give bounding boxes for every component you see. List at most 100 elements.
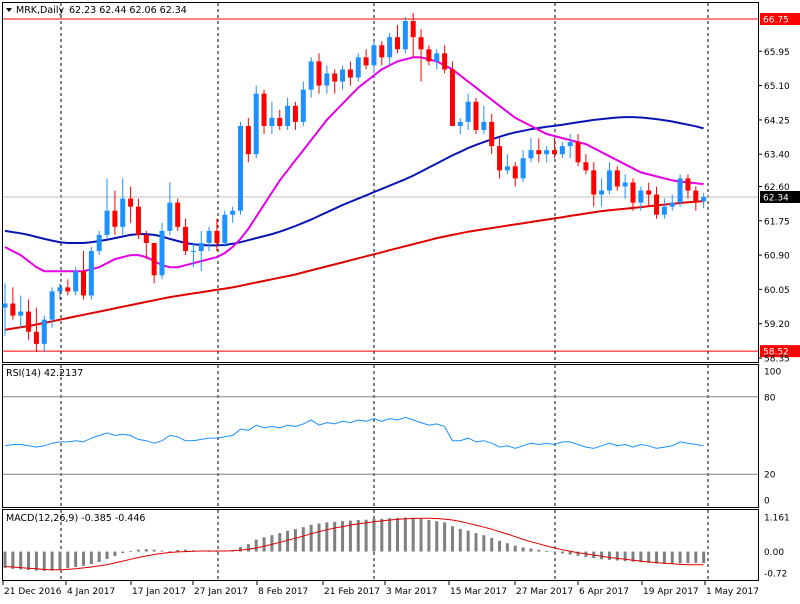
candle-body-9 [73, 271, 79, 292]
candle-body-44 [347, 69, 353, 78]
macd-bar-59 [466, 530, 470, 552]
macd-bar-14 [113, 551, 117, 557]
macd-bar-78 [615, 551, 619, 561]
candle-body-87 [685, 178, 691, 191]
macd-bar-36 [286, 530, 290, 552]
macd-bar-85 [670, 551, 674, 565]
macd-bar-82 [647, 551, 651, 563]
macd-bar-42 [333, 521, 337, 552]
candle-body-40 [316, 61, 322, 86]
macd-bar-77 [607, 551, 611, 560]
ma-slow-line [4, 200, 704, 331]
symbol-menu[interactable]: MRK,Daily [6, 5, 64, 16]
candle-body-55 [434, 53, 440, 62]
macd-bar-56 [443, 522, 447, 552]
candle-body-17 [135, 206, 141, 235]
macd-bar-15 [121, 551, 125, 554]
time-tick-label-2: 17 Jan 2017 [132, 587, 186, 597]
candle-body-74 [583, 162, 589, 171]
macd-bar-13 [105, 551, 109, 560]
candle-body-56 [442, 53, 448, 70]
macd-bar-81 [639, 551, 643, 563]
candle-body-34 [269, 117, 275, 126]
time-tick-label-3: 27 Jan 2017 [194, 587, 248, 597]
macd-bar-86 [678, 551, 682, 564]
candle-body-37 [292, 105, 298, 122]
macd-bar-17 [136, 549, 140, 552]
macd-bar-62 [490, 537, 494, 552]
macd-bar-73 [576, 551, 580, 556]
macd-bar-57 [450, 526, 454, 552]
macd-bar-10 [82, 551, 85, 566]
candle-body-69 [544, 150, 550, 155]
macd-bar-8 [66, 551, 70, 569]
macd-bar-65 [513, 545, 517, 552]
macd-bar-63 [498, 540, 502, 552]
macd-bar-79 [623, 551, 627, 562]
rsi-tick-label-2: 20 [764, 471, 776, 481]
candle-body-72 [567, 142, 573, 147]
ma-mid-line [4, 116, 704, 247]
candle-body-57 [449, 69, 455, 126]
candle-body-11 [88, 251, 94, 296]
candle-body-61 [481, 121, 487, 130]
price-pane-frame [2, 2, 759, 363]
candle-body-48 [379, 45, 385, 58]
candle-body-66 [520, 158, 526, 179]
candle-body-67 [528, 150, 534, 159]
candle-body-24 [190, 251, 196, 253]
macd-bar-40 [317, 523, 321, 552]
macd-bar-60 [474, 533, 478, 552]
price-tick-label-3: 63.40 [764, 151, 790, 161]
time-tick-label-9: 6 Apr 2017 [579, 587, 629, 597]
candle-body-54 [426, 49, 432, 62]
candle-body-42 [332, 73, 338, 82]
candle-body-52 [410, 21, 416, 38]
macd-bar-12 [97, 551, 101, 562]
candle-body-59 [465, 101, 471, 122]
candle-body-10 [81, 271, 86, 296]
macd-bar-18 [144, 549, 148, 552]
macd-title: MACD(12,26,9) -0.385 -0.446 [6, 513, 145, 524]
macd-bar-53 [419, 518, 423, 552]
macd-bar-67 [529, 548, 533, 552]
candle-body-68 [536, 150, 542, 155]
candle-body-62 [489, 121, 495, 147]
candle-body-46 [363, 57, 369, 66]
candle-body-33 [261, 93, 267, 126]
time-tick-label-8: 27 Mar 2017 [516, 587, 573, 597]
candle-body-60 [473, 101, 479, 130]
price-tick-label-9: 58.35 [764, 355, 790, 365]
macd-bar-89 [702, 551, 706, 564]
candle-body-47 [371, 45, 377, 66]
time-tick-label-10: 19 Apr 2017 [643, 587, 699, 597]
time-tick-label-4: 8 Feb 2017 [258, 587, 308, 597]
price-tick-label-8: 59.20 [764, 320, 790, 330]
candle-body-18 [143, 234, 149, 243]
candle-body-23 [183, 226, 189, 252]
macd-bar-69 [545, 550, 549, 552]
macd-bar-87 [686, 551, 690, 564]
candle-body-43 [340, 69, 346, 82]
candle-body-45 [355, 57, 361, 78]
candle-body-73 [575, 142, 581, 163]
macd-bar-4 [34, 551, 38, 571]
candle-body-86 [677, 178, 683, 203]
chevron-down-icon[interactable] [6, 8, 12, 12]
price-tick-label-7: 60.05 [764, 286, 790, 296]
macd-bar-49 [388, 518, 392, 552]
candle-body-27 [214, 230, 220, 243]
macd-indicator: 1.161 0.00 -0.72 [3, 514, 790, 580]
macd-pane-frame [2, 509, 759, 581]
price-level-box-0 [760, 13, 800, 25]
rsi-tick-label-0: 100 [764, 368, 781, 378]
macd-bar-30 [239, 547, 242, 552]
vertical-gridlines [60, 3, 709, 580]
time-tick-label-11: 1 May 2017 [706, 587, 759, 597]
candle-body-89 [701, 196, 707, 202]
time-tick-label-5: 21 Feb 2017 [324, 587, 380, 597]
price-tick-label-6: 60.90 [764, 252, 790, 262]
macd-bar-5 [42, 551, 46, 571]
macd-bar-68 [537, 549, 541, 552]
candle-body-22 [175, 202, 181, 227]
